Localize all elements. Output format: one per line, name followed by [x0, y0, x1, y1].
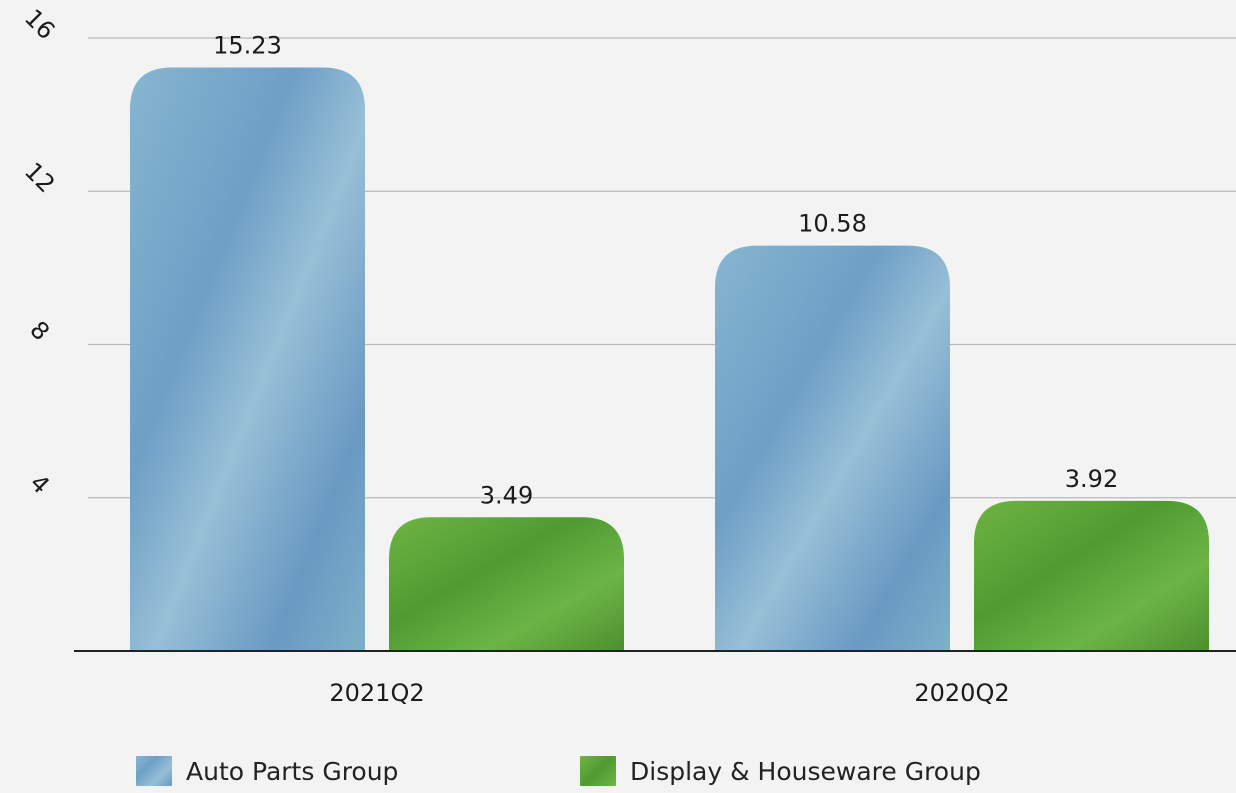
data-label: 3.92 — [1065, 465, 1118, 493]
legend-swatch-blue — [136, 756, 172, 786]
legend-label-display-houseware: Display & Houseware Group — [630, 756, 981, 786]
bars — [130, 67, 1209, 652]
y-tick-label: 8 — [24, 316, 55, 347]
bar — [389, 517, 624, 651]
legend-swatch-green — [580, 756, 616, 786]
bar — [715, 245, 950, 651]
data-label: 3.49 — [480, 481, 533, 509]
data-label: 10.58 — [798, 210, 867, 238]
legend-item-display-houseware: Display & Houseware Group — [580, 756, 981, 786]
x-tick-label: 2021Q2 — [329, 679, 424, 707]
legend-item-auto-parts: Auto Parts Group — [136, 756, 398, 786]
data-labels: 15.23 3.49 10.58 3.92 — [213, 32, 1118, 510]
legend: Auto Parts Group Display & Houseware Gro… — [0, 756, 1236, 789]
bar — [974, 500, 1209, 651]
y-tick-label: 12 — [19, 157, 60, 198]
legend-label-auto-parts: Auto Parts Group — [186, 756, 399, 786]
y-tick-label: 16 — [19, 4, 60, 45]
bar — [130, 67, 365, 652]
y-tick-label: 4 — [24, 469, 55, 500]
data-label: 15.23 — [213, 32, 282, 60]
x-tick-label: 2020Q2 — [914, 679, 1009, 707]
